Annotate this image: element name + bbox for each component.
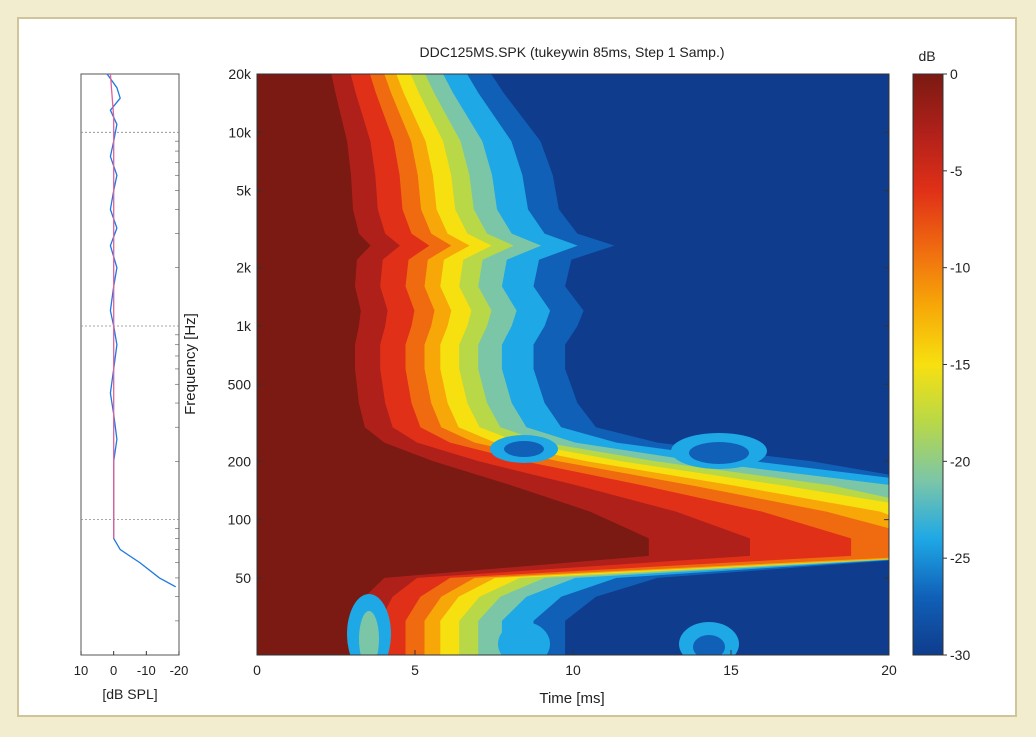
y-tick-label-0: 50 bbox=[235, 570, 251, 586]
heatmap-low-frequency-pockets bbox=[347, 433, 767, 655]
heatmap-panel: DDC125MS.SPK (tukeywin 85ms, Step 1 Samp… bbox=[182, 44, 897, 707]
heatmap-decay-bands bbox=[257, 74, 889, 655]
y-tick-label-4: 1k bbox=[236, 318, 252, 334]
decay-band-9 bbox=[257, 74, 649, 655]
x-tick-label-4: 20 bbox=[881, 662, 897, 678]
x-tick-label-2: 10 bbox=[565, 662, 581, 678]
x-tick-label-0: 0 bbox=[253, 662, 261, 678]
low-pocket-1-core bbox=[359, 611, 379, 655]
heatmap-y-ticks: 50 100 200 500 1k 2k 5k 10k 20k bbox=[228, 66, 889, 586]
y-tick-label-5: 2k bbox=[236, 260, 252, 276]
colorbar-tick-label-3: -15 bbox=[950, 357, 970, 373]
colorbar-tick-label-1: -5 bbox=[950, 163, 963, 179]
response-x-tick-label-3: -20 bbox=[170, 663, 189, 678]
colorbar-tick-label-0: 0 bbox=[950, 66, 958, 82]
response-series bbox=[106, 73, 177, 588]
x-tick-label-1: 5 bbox=[411, 662, 419, 678]
colorbar-tick-label-6: -30 bbox=[950, 647, 970, 663]
low-pocket-3-core bbox=[693, 635, 725, 655]
colorbar: dB 0 -5 -10 -15 -20 -25 -30 bbox=[912, 48, 970, 663]
x-tick-label-3: 15 bbox=[723, 662, 739, 678]
response-axes-box bbox=[80, 73, 180, 656]
mid-pocket-1-core bbox=[504, 441, 544, 457]
low-pocket-2 bbox=[498, 622, 550, 655]
heatmap-xlabel: Time [ms] bbox=[539, 690, 604, 707]
response-x-tick-label-0: 10 bbox=[74, 663, 88, 678]
response-xlabel: [dB SPL] bbox=[102, 686, 157, 702]
heatmap-ylabel: Frequency [Hz] bbox=[182, 313, 199, 415]
y-tick-label-7: 10k bbox=[228, 124, 252, 140]
y-tick-label-3: 500 bbox=[228, 376, 252, 392]
figure-frame: 10 0 -10 -20 [dB SPL] DDC125MS.SPK (tukeywi… bbox=[17, 17, 1017, 717]
colorbar-tick-label-4: -20 bbox=[950, 453, 970, 469]
response-panel: 10 0 -10 -20 [dB SPL] bbox=[74, 73, 189, 702]
colorbar-tick-label-5: -25 bbox=[950, 550, 970, 566]
mid-pocket-2-core bbox=[689, 442, 749, 464]
response-gridlines bbox=[81, 131, 179, 622]
y-tick-label-1: 100 bbox=[228, 512, 252, 528]
y-tick-label-6: 5k bbox=[236, 183, 252, 199]
y-tick-label-8: 20k bbox=[228, 66, 252, 82]
colorbar-strip bbox=[912, 73, 944, 656]
colorbar-ticks: 0 -5 -10 -15 -20 -25 -30 bbox=[943, 66, 970, 663]
response-x-tick-label-1: 0 bbox=[110, 663, 117, 678]
response-x-tick-labels: 10 0 -10 -20 bbox=[74, 651, 189, 678]
heatmap-x-ticks: 0 5 10 15 20 bbox=[253, 650, 897, 678]
colorbar-label: dB bbox=[918, 48, 935, 64]
response-x-tick-label-2: -10 bbox=[137, 663, 156, 678]
chart-title: DDC125MS.SPK (tukeywin 85ms, Step 1 Samp… bbox=[419, 44, 724, 60]
colorbar-tick-label-2: -10 bbox=[950, 260, 970, 276]
response-series-1 bbox=[109, 73, 115, 539]
y-tick-label-2: 200 bbox=[228, 453, 252, 469]
figure-canvas: 10 0 -10 -20 [dB SPL] DDC125MS.SPK (tukeywi… bbox=[74, 44, 971, 707]
